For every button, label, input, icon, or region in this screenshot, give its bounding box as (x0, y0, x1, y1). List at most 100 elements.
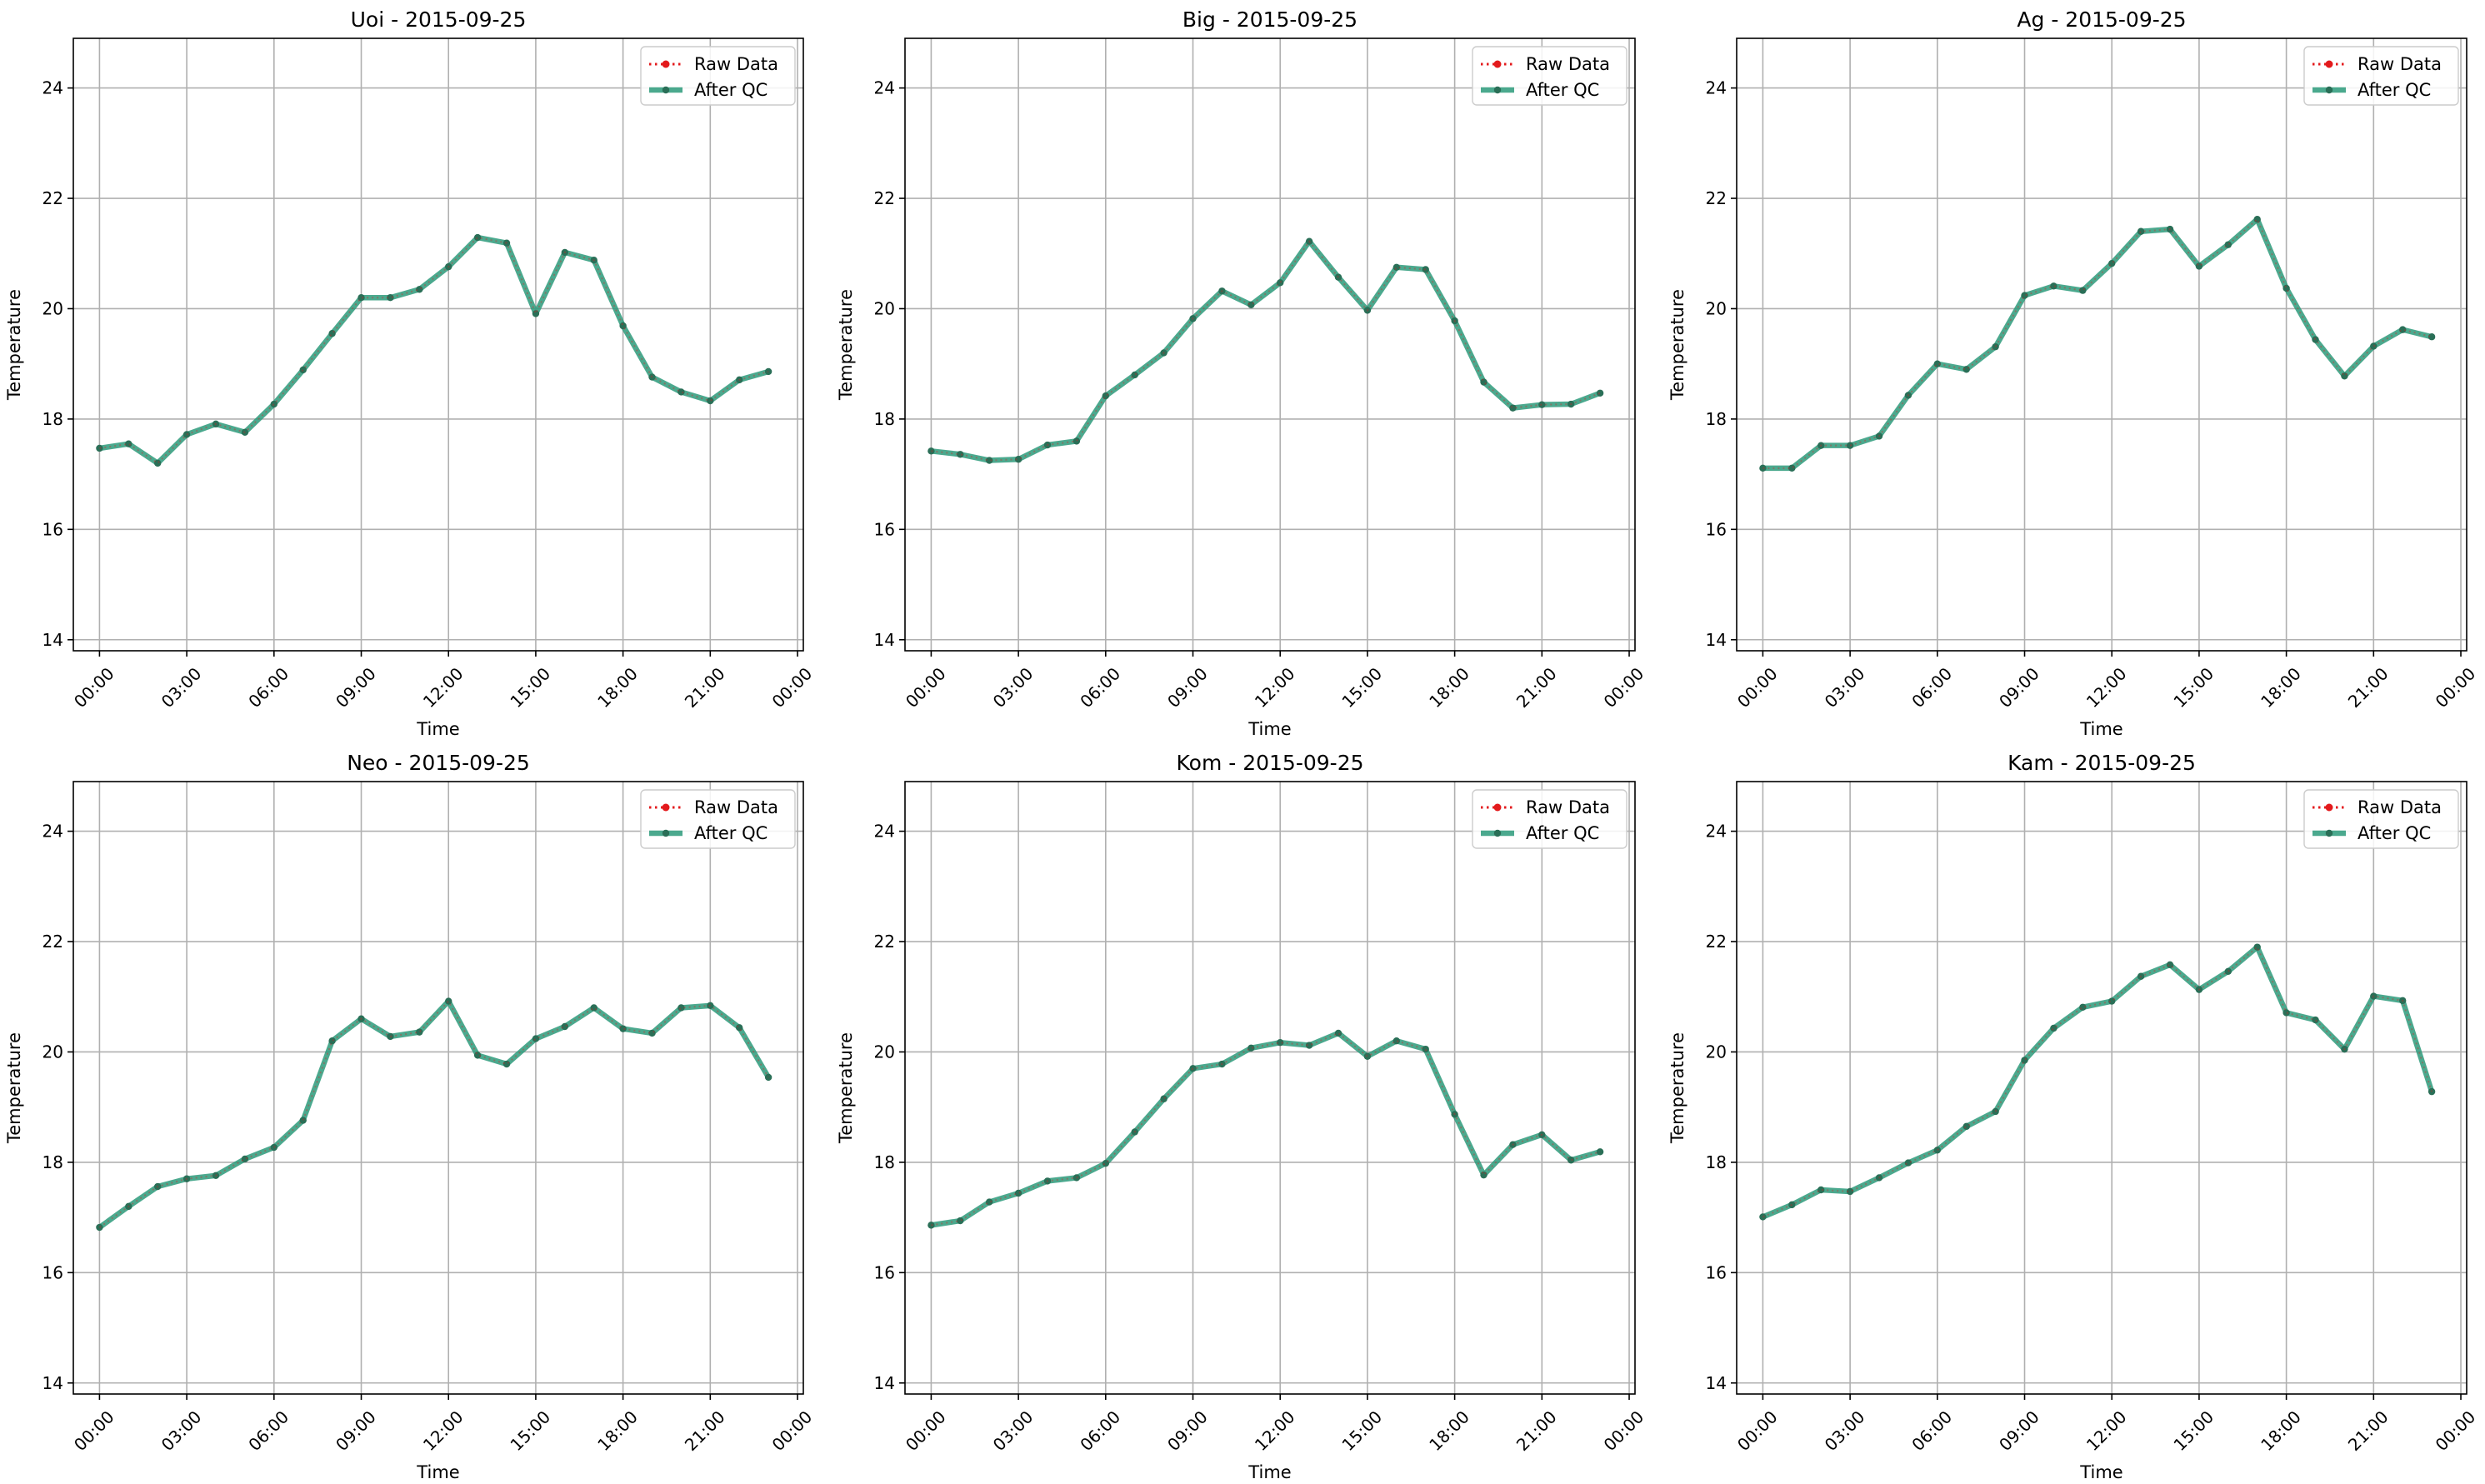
series-line-after-qc (1762, 216, 2432, 472)
point-after-qc (1962, 1122, 1970, 1131)
y-tick-label: 22 (874, 188, 895, 208)
point-after-qc (1043, 441, 1052, 449)
legend-marker-after-qc (1493, 86, 1502, 94)
y-tick-label: 20 (42, 1042, 63, 1062)
point-after-qc (678, 1004, 685, 1012)
plot-area (73, 782, 803, 1394)
x-tick-label: 06:00 (244, 1407, 292, 1455)
x-tick-label: 06:00 (1076, 663, 1124, 712)
series-line-after-qc (98, 234, 770, 467)
series-line-raw-data (1762, 217, 2432, 469)
point-after-qc (241, 1155, 249, 1163)
legend-label-raw-data: Raw Data (694, 54, 778, 74)
point-after-qc (1189, 1065, 1197, 1072)
x-tick-label: 00:00 (768, 1407, 817, 1455)
point-after-qc (2282, 1009, 2290, 1017)
y-tick-label: 14 (874, 1373, 895, 1393)
legend-marker-after-qc (662, 86, 670, 94)
x-tick-label: 12:00 (1251, 663, 1299, 712)
point-after-qc (1568, 1157, 1575, 1164)
plot-area (1737, 782, 2467, 1394)
x-tick-label: 18:00 (1425, 1407, 1473, 1455)
x-tick-label: 06:00 (1908, 1407, 1956, 1455)
legend: Raw Data After QC (1472, 789, 1628, 849)
point-after-qc (619, 1025, 627, 1032)
series-line-raw-data (98, 999, 769, 1228)
legend-label-raw-data: Raw Data (2358, 54, 2442, 74)
point-after-qc (561, 248, 569, 257)
point-after-qc (2137, 227, 2145, 235)
point-after-qc (2253, 943, 2261, 951)
point-after-qc (1596, 389, 1604, 397)
x-tick-label: 00:00 (2432, 663, 2480, 712)
point-after-qc (1334, 273, 1342, 281)
legend-label-after-qc: After QC (694, 80, 768, 100)
point-after-qc (1189, 315, 1197, 322)
point-after-qc (1596, 1148, 1604, 1156)
point-after-qc (2428, 333, 2436, 341)
point-after-qc (1451, 317, 1458, 325)
point-after-qc (736, 376, 743, 384)
point-after-qc (1305, 1042, 1313, 1049)
point-after-qc (1305, 237, 1313, 245)
point-after-qc (2166, 225, 2174, 233)
x-tick-label: 15:00 (2169, 1407, 2218, 1455)
point-after-qc (928, 447, 935, 455)
x-tick-label: 03:00 (158, 663, 206, 712)
point-after-qc (590, 1004, 598, 1012)
point-after-qc (473, 1052, 482, 1059)
point-after-qc (358, 294, 365, 302)
y-tick-label: 16 (42, 1262, 63, 1282)
point-after-qc (473, 233, 482, 242)
point-after-qc (764, 367, 772, 376)
point-after-qc (1818, 1186, 1825, 1194)
point-after-qc (1788, 464, 1796, 472)
x-tick-label: 12:00 (1251, 1407, 1299, 1455)
point-after-qc (1363, 307, 1372, 314)
point-after-qc (2282, 284, 2290, 292)
point-after-qc (1334, 1029, 1342, 1037)
x-tick-label: 12:00 (419, 1407, 468, 1455)
y-axis-label: Temperature (4, 1032, 24, 1144)
y-tick-label: 24 (1706, 78, 1727, 98)
legend-marker-raw-data (1493, 803, 1502, 812)
point-after-qc (1933, 1147, 1942, 1154)
subplot-3: 00:00 03:00 06:00 09:00 12:00 15:00 18:00 21:00… (1668, 7, 2479, 739)
legend-marker-raw-data (662, 60, 670, 68)
point-after-qc (2399, 326, 2407, 333)
point-after-qc (619, 322, 627, 330)
plot-area (905, 782, 1635, 1394)
point-after-qc (1846, 1187, 1854, 1196)
subplot-title: Uoi - 2015-09-25 (351, 7, 527, 32)
subplot-title: Ag - 2015-09-25 (2017, 7, 2186, 32)
point-after-qc (445, 997, 452, 1005)
point-after-qc (1451, 1111, 1458, 1118)
point-after-qc (648, 1029, 656, 1037)
y-tick-label: 18 (42, 1152, 63, 1172)
point-after-qc (1759, 464, 1767, 472)
series-line-raw-data (1762, 946, 2433, 1218)
legend-label-after-qc: After QC (1526, 80, 1599, 100)
y-tick-label: 16 (874, 1262, 895, 1282)
y-tick-label: 20 (42, 298, 63, 318)
point-after-qc (1248, 1044, 1255, 1052)
point-after-qc (957, 451, 964, 458)
x-tick-label: 15:00 (1338, 663, 1386, 712)
series-line-raw-data (931, 1032, 1601, 1227)
subplot-1: 00:00 03:00 06:00 09:00 12:00 15:00 18:00 21:00… (4, 7, 816, 739)
point-after-qc (502, 1060, 511, 1068)
point-after-qc (2370, 342, 2378, 350)
y-tick-label: 20 (1706, 298, 1727, 318)
point-after-qc (154, 459, 162, 467)
x-tick-label: 21:00 (1512, 663, 1561, 712)
point-after-qc (1846, 442, 1854, 449)
point-after-qc (1509, 404, 1517, 412)
point-after-qc (212, 1172, 220, 1179)
x-tick-label: 09:00 (332, 663, 380, 712)
point-after-qc (1788, 1201, 1796, 1209)
x-tick-label: 18:00 (593, 663, 642, 712)
x-tick-label: 18:00 (2257, 1407, 2305, 1455)
point-after-qc (182, 1175, 191, 1182)
y-tick-label: 16 (1706, 519, 1727, 539)
point-after-qc (1759, 1213, 1767, 1221)
